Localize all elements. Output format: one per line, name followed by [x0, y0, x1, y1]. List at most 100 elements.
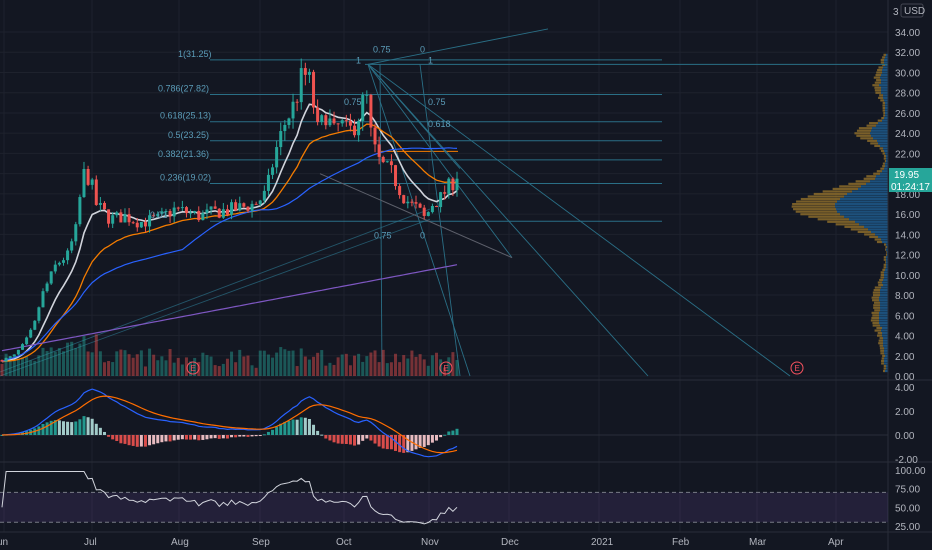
- candle-body: [357, 120, 361, 136]
- volume-profile-bar-up: [871, 311, 879, 314]
- price-tick-label: 4.00: [895, 332, 915, 343]
- volume-profile-bar-up: [882, 106, 885, 110]
- volume-bar: [316, 352, 320, 376]
- volume-profile-bar-up: [870, 142, 878, 145]
- volume-bar: [418, 354, 422, 376]
- macd-histogram-bar: [193, 435, 197, 440]
- macd-histogram-bar: [107, 435, 111, 437]
- rsi-tick-label: 100.00: [895, 466, 926, 477]
- candle-body: [418, 203, 422, 208]
- rsi-indicator[interactable]: [0, 471, 888, 525]
- fib-fan-label: 1: [428, 55, 433, 65]
- candle-body: [246, 206, 250, 211]
- fib-level-label: 0.618(25.13): [160, 111, 211, 121]
- macd-tick-label: -2.00: [895, 455, 918, 466]
- volume-bar: [184, 357, 188, 376]
- volume-profile-bar-up: [866, 175, 876, 178]
- price-candles[interactable]: [0, 58, 459, 362]
- volume-profile-bar-up: [883, 154, 886, 158]
- macd-histogram-bar: [361, 435, 365, 441]
- volume-profile-bar-up: [874, 86, 881, 89]
- candle-body: [340, 120, 344, 124]
- macd-histogram-bar: [111, 435, 115, 440]
- candle-body: [53, 264, 57, 272]
- fib-fan-line: [367, 64, 513, 258]
- volume-bar: [435, 352, 439, 376]
- time-tick-label: Jun: [0, 537, 8, 548]
- volume-profile-bar-down: [882, 240, 888, 244]
- macd-histogram-bar: [225, 435, 229, 439]
- volume-profile-bar-down: [880, 324, 888, 327]
- volume-profile-bar-down: [882, 170, 888, 173]
- volume-bar: [107, 361, 111, 376]
- volume-profile-bar-down: [866, 182, 888, 185]
- rsi-scale[interactable]: 100.00 75.00 50.00 25.00: [895, 466, 926, 533]
- candle-body: [385, 161, 389, 163]
- volume-profile-bar-up: [879, 347, 884, 350]
- volume-profile-bar-down: [876, 124, 888, 127]
- macd-histogram-bar: [201, 435, 205, 440]
- price-tick-label: 22.00: [895, 149, 920, 160]
- candle-body: [332, 118, 336, 124]
- trend-line: [0, 218, 431, 377]
- candle-body: [283, 124, 287, 132]
- time-axis[interactable]: Jun Jul Aug Sep Oct Nov Dec 2021 Feb Mar Apr: [0, 537, 844, 548]
- volume-bar: [139, 350, 143, 376]
- volume-bar: [217, 366, 221, 376]
- volume-profile-bar-up: [873, 172, 880, 175]
- macd-histogram-bar: [316, 430, 320, 435]
- volume-bar: [336, 357, 340, 376]
- candle-body: [430, 206, 434, 213]
- macd-scale[interactable]: 4.00 2.00 0.00 -2.00: [895, 383, 918, 466]
- volume-bar: [86, 351, 90, 376]
- candle-body: [279, 131, 283, 148]
- time-tick-label: Aug: [171, 537, 189, 548]
- volume-profile-bar-down: [885, 369, 888, 373]
- price-tick-label: 32.00: [895, 48, 920, 59]
- volume-profile-bar-up: [880, 167, 884, 170]
- candle-body: [402, 195, 406, 204]
- volume-profile-bar-down: [884, 359, 888, 363]
- volume-profile-bar-up: [792, 203, 835, 206]
- macd-histogram-bar: [53, 420, 57, 435]
- candle-body: [303, 68, 307, 75]
- volume-bar: [168, 349, 172, 376]
- volume-bar: [324, 365, 328, 376]
- scale-mode-label[interactable]: 3: [893, 7, 899, 18]
- volume-bar: [426, 365, 430, 376]
- volume-bar: [131, 357, 135, 376]
- fibonacci-drawings[interactable]: [0, 28, 888, 377]
- macd-tick-label: 4.00: [895, 383, 915, 394]
- volume-profile-bar-down: [881, 238, 888, 241]
- volume-profile-bar-up: [854, 132, 870, 135]
- candle-body: [394, 165, 398, 187]
- volume-bar: [193, 357, 197, 376]
- macd-histogram-bar: [283, 421, 287, 435]
- volume-bar: [271, 357, 275, 376]
- macd-histogram-bar: [451, 430, 455, 435]
- price-tick-label: 18.00: [895, 190, 920, 201]
- volume-profile-bar-up: [874, 81, 881, 84]
- volume-profile-bar-up: [855, 180, 870, 183]
- volume-profile-bar-down: [835, 203, 888, 206]
- volume-bar: [447, 357, 451, 376]
- macd-histogram-bar: [348, 435, 352, 445]
- volume-profile-bar-down: [886, 160, 888, 163]
- volume-bar: [430, 355, 434, 376]
- volume-profile-bar-up: [864, 233, 875, 236]
- fib-fan-label: 0.618: [428, 119, 451, 129]
- macd-histogram-bar: [394, 435, 398, 451]
- volume-bar: [49, 347, 53, 376]
- volume-profile-bar-up: [793, 208, 836, 211]
- volume-profile-bar-up: [883, 53, 886, 56]
- macd-histogram-bar: [418, 435, 422, 448]
- candle-body: [348, 121, 352, 126]
- volume-bar: [410, 350, 414, 376]
- price-tick-label: 30.00: [895, 68, 920, 79]
- currency-badge[interactable]: [900, 3, 924, 18]
- macd-histogram-bar: [180, 435, 184, 440]
- macd-histogram-bar: [336, 435, 340, 444]
- macd-indicator[interactable]: [0, 388, 888, 458]
